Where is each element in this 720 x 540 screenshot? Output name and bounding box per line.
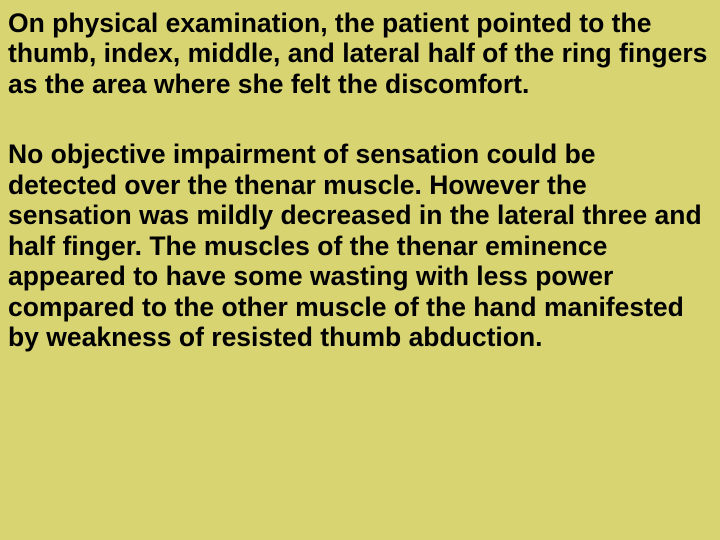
- paragraph-1: On physical examination, the patient poi…: [8, 8, 708, 99]
- slide: On physical examination, the patient poi…: [0, 0, 720, 540]
- paragraph-2: No objective impairment of sensation cou…: [8, 139, 708, 352]
